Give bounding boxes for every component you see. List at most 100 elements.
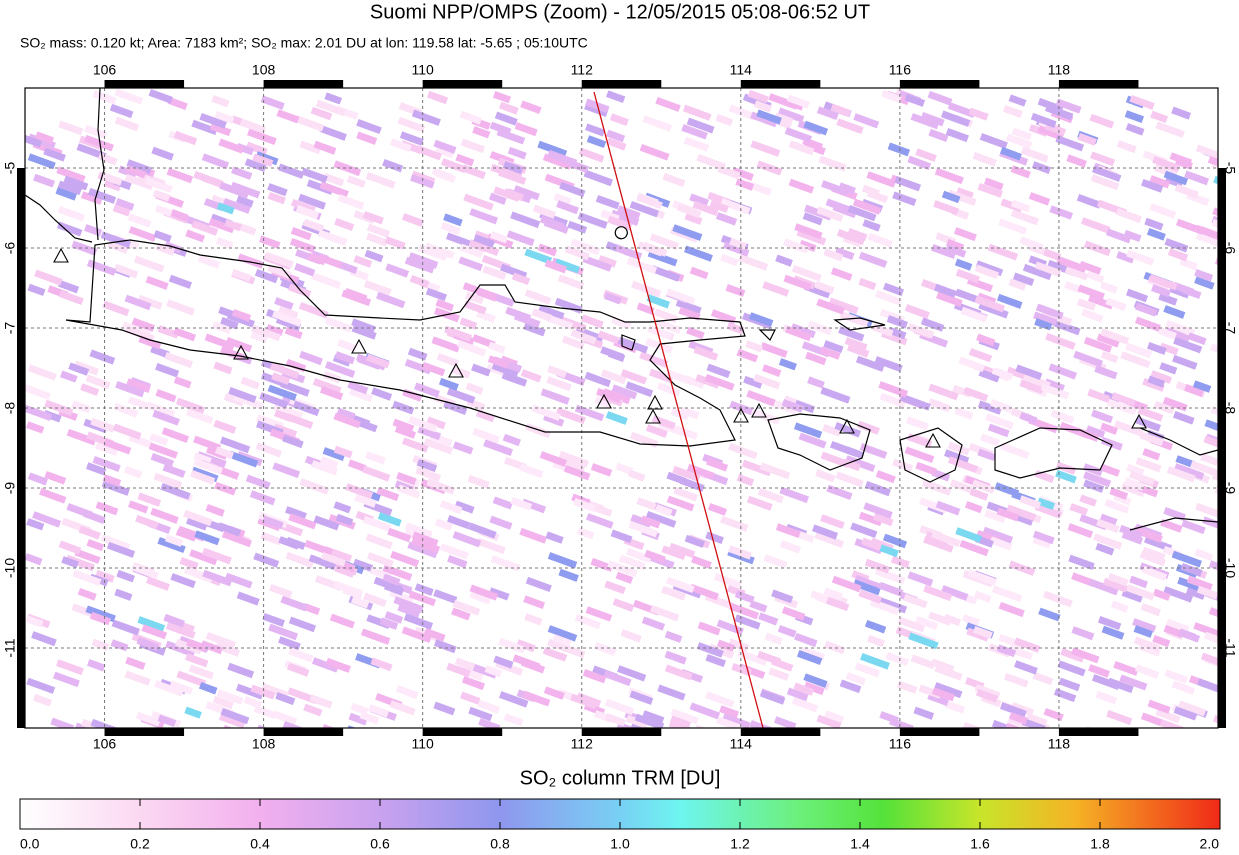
so2-pixel [750, 140, 781, 157]
so2-pixel [351, 318, 376, 334]
so2-pixel [136, 637, 159, 651]
so2-pixel [628, 520, 659, 538]
so2-pixel [167, 97, 188, 111]
so2-pixel [260, 531, 282, 546]
so2-pixel [324, 316, 353, 333]
so2-pixel [272, 462, 301, 479]
so2-pixel [864, 558, 891, 574]
so2-pixel [163, 613, 185, 628]
so2-pixel [1043, 707, 1064, 722]
so2-pixel [1158, 292, 1178, 306]
so2-pixel [276, 109, 300, 124]
so2-pixel [476, 288, 498, 302]
so2-pixel [544, 259, 567, 274]
graticule [25, 88, 1218, 728]
so2-pixel [636, 302, 655, 315]
so2-pixel [1139, 431, 1164, 447]
so2-pixel [978, 369, 1000, 383]
so2-pixel [311, 657, 339, 673]
so2-pixel [389, 138, 412, 152]
so2-pixel [58, 120, 84, 136]
frame-tick [17, 488, 25, 568]
so2-pixel [299, 478, 330, 495]
so2-pixel [620, 369, 648, 385]
so2-pixel [208, 218, 235, 234]
so2-pixel [545, 531, 564, 544]
so2-pixel [931, 530, 961, 548]
so2-pixel [1014, 660, 1038, 675]
so2-pixel [1040, 383, 1070, 400]
so2-pixel [224, 572, 253, 589]
so2-pixel [299, 140, 322, 155]
so2-pixel [964, 501, 983, 514]
so2-pixel [1088, 578, 1119, 596]
so2-pixel [412, 531, 439, 547]
so2-pixel [220, 708, 250, 725]
so2-pixel [1134, 316, 1161, 332]
so2-pixel [1113, 661, 1139, 676]
so2-pixel [523, 595, 546, 610]
so2-pixel [478, 718, 501, 728]
so2-pixel [85, 462, 107, 476]
so2-pixel [157, 714, 177, 727]
so2-pixel [977, 400, 1002, 415]
so2-pixel [124, 670, 151, 686]
so2-pixel [127, 396, 148, 410]
so2-pixel [175, 397, 206, 414]
frame-tick [17, 408, 25, 488]
so2-pixel [439, 500, 463, 515]
so2-pixel [604, 580, 626, 595]
frame-tick [581, 728, 662, 736]
so2-pixel [975, 688, 999, 703]
so2-pixel [915, 461, 937, 476]
so2-pixel [1126, 463, 1145, 477]
so2-pixel [308, 554, 337, 571]
frame-tick [422, 80, 503, 88]
so2-pixel [341, 289, 372, 307]
so2-pixel [537, 243, 558, 257]
frame-tick [17, 648, 25, 728]
so2-pixel [1107, 572, 1129, 587]
so2-pixel [595, 194, 620, 210]
so2-pixel [443, 400, 468, 415]
so2-pixel [103, 438, 132, 455]
so2-pixel [66, 428, 97, 446]
so2-pixel [1115, 207, 1142, 224]
so2-pixel [1060, 648, 1085, 663]
so2-pixel [629, 201, 660, 218]
so2-pixel [746, 390, 776, 407]
so2-pixel [222, 198, 251, 214]
so2-pixel [547, 638, 570, 653]
so2-pixel [642, 242, 668, 257]
so2-pixel [783, 274, 812, 291]
so2-pixel [696, 154, 726, 171]
so2-pixel [664, 650, 687, 665]
so2-pixel [436, 353, 460, 367]
so2-pixel [846, 343, 870, 358]
so2-pixel [165, 640, 196, 658]
so2-pixel [510, 211, 541, 229]
so2-pixel [630, 721, 659, 728]
so2-pixel [1133, 625, 1153, 638]
so2-pixel [689, 193, 709, 207]
so2-pixel [654, 504, 673, 517]
so2-pixel [928, 611, 952, 626]
so2-pixel [793, 682, 815, 696]
so2-pixel [1042, 590, 1073, 608]
so2-pixel [26, 421, 45, 434]
so2-pixel [457, 340, 487, 357]
so2-pixel [362, 515, 392, 532]
so2-pixel [227, 662, 255, 679]
so2-pixel [236, 591, 260, 606]
so2-pixel [239, 118, 267, 134]
so2-pixel [396, 471, 417, 486]
so2-pixel [407, 541, 438, 559]
coastline [899, 427, 963, 483]
so2-pixel [888, 326, 907, 340]
so2-pixel [719, 705, 740, 719]
so2-pixel [1005, 133, 1033, 150]
so2-pixel [915, 615, 939, 631]
so2-pixel [998, 601, 1025, 618]
so2-pixel [250, 324, 281, 342]
so2-pixel [1106, 709, 1133, 726]
